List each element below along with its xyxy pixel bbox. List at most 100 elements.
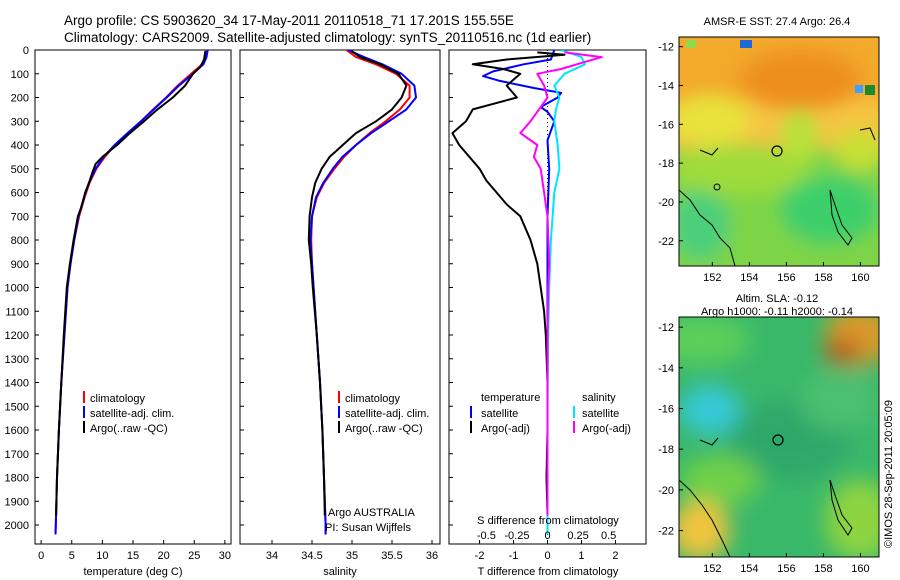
map-x-tick-label: 154 <box>740 563 758 575</box>
map-y-tick-label: -14 <box>658 363 674 375</box>
depth-tick-label: 1800 <box>5 473 29 485</box>
salinity-difference-ticks: -0.5 -0.25 0 0.25 0.5 <box>477 530 616 542</box>
x-tick-label: 10 <box>96 550 108 562</box>
depth-tick-label: 800 <box>11 235 29 247</box>
map-y-tick-label: -20 <box>658 485 674 497</box>
x-tick-label: -1 <box>509 550 519 562</box>
depth-tick-label: 600 <box>11 188 29 200</box>
map-x-tick-label: 160 <box>851 272 869 284</box>
temperature-legend: climatology satellite-adj. clim. Argo(..… <box>83 391 174 435</box>
map-y-tick-label: -12 <box>658 322 674 334</box>
x-tick-label: 35.5 <box>381 550 402 562</box>
sla-heatmap <box>679 317 879 557</box>
s-diff-tick-label: -0.25 <box>504 530 529 542</box>
difference-panel: -2 -1 0 1 2 temperature satellite Argo(-adj)… <box>448 49 647 578</box>
legend-climatology-label: climatology <box>90 393 146 405</box>
depth-tick-label: 1400 <box>5 378 29 390</box>
s-diff-tick-label: 0 <box>544 530 550 542</box>
map-x-tick-label: 160 <box>851 563 869 575</box>
legend-sal-satellite-label: satellite <box>582 408 619 420</box>
map-y-tick-label: -20 <box>658 197 674 209</box>
series-line-temperature-satellite <box>482 50 563 535</box>
legend-temperature-title: temperature <box>481 392 540 404</box>
map-y-tick-label: -22 <box>658 526 674 538</box>
map-x-tick-label: 156 <box>777 272 795 284</box>
credit-label: ©IMOS 28-Sep-2011 20:05:09 <box>883 400 895 548</box>
x-tick-label: 0 <box>38 550 44 562</box>
series-line-argo-raw-qc- <box>55 51 207 516</box>
map-y-tick-label: -18 <box>658 158 674 170</box>
temperature-difference-x-label: T difference from climatology <box>478 566 619 578</box>
difference-y-ticks <box>449 49 453 526</box>
map-y-tick-label: -18 <box>658 444 674 456</box>
header-line-2: Climatology: CARS2009. Satellite-adjuste… <box>64 30 591 45</box>
legend-satellite-label: satellite-adj. clim. <box>90 408 174 420</box>
x-tick-label: 2 <box>612 550 618 562</box>
legend-sal-argo-label: Argo(-adj) <box>582 423 631 435</box>
sla-map-panel: Altim. SLA: -0.12 Argo h1000: -0.11 h200… <box>658 293 880 575</box>
sla-map-title-2: Argo h1000: -0.11 h2000: -0.14 <box>701 306 853 318</box>
difference-series <box>451 50 603 535</box>
depth-tick-label: 100 <box>11 69 29 81</box>
depth-tick-label: 1500 <box>5 401 29 413</box>
depth-tick-label: 1300 <box>5 354 29 366</box>
depth-tick-label: 1000 <box>5 283 29 295</box>
map-x-tick-label: 152 <box>703 272 721 284</box>
s-diff-tick-label: -0.5 <box>477 530 496 542</box>
depth-tick-label: 1700 <box>5 449 29 461</box>
depth-tick-label: 500 <box>11 164 29 176</box>
series-line-temperature-argo-adj- <box>451 51 566 516</box>
temperature-x-label: temperature (deg C) <box>83 566 182 578</box>
map-y-tick-label: -16 <box>658 404 674 416</box>
x-tick-label: 34 <box>266 550 278 562</box>
x-tick-label: 20 <box>158 550 170 562</box>
legend-temp-argo-label: Argo(-adj) <box>481 423 530 435</box>
temperature-x-ticks: 0 5 10 15 20 25 30 <box>38 540 231 562</box>
salinity-series <box>307 50 417 535</box>
series-line-salinity-argo-adj- <box>519 51 603 516</box>
sst-map-ticks: 152 154 156 158 160 -12 -14 -16 -18 -20 -22 <box>658 42 870 284</box>
header-line-1: Argo profile: CS 5903620_34 17-May-2011 … <box>64 13 514 28</box>
map-y-tick-label: -12 <box>658 42 674 54</box>
sst-map-frame <box>678 36 880 267</box>
legend-temp-satellite-label: satellite <box>481 408 518 420</box>
depth-tick-label: 2000 <box>5 520 29 532</box>
temperature-series <box>54 50 209 535</box>
map-y-tick-label: -16 <box>658 119 674 131</box>
s-diff-tick-label: 0.25 <box>567 530 588 542</box>
sla-profile-marker <box>772 434 784 446</box>
salinity-x-ticks: 34 34.5 35 35.5 36 <box>266 540 438 562</box>
x-tick-label: 34.5 <box>301 550 322 562</box>
map-x-tick-label: 152 <box>703 563 721 575</box>
sla-map-ticks: 152 154 156 158 160 -12 -14 -16 -18 -20 -22 <box>658 322 870 575</box>
sst-heatmap <box>679 37 879 266</box>
depth-tick-label: 200 <box>11 93 29 105</box>
legend-salinity-title: salinity <box>582 392 616 404</box>
salinity-panel: 34 34.5 35 35.5 36 climatology satellite-adj… <box>239 49 441 578</box>
sla-map-frame <box>678 316 880 558</box>
map-y-tick-label: -22 <box>658 236 674 248</box>
legend-climatology-label: climatology <box>345 393 401 405</box>
depth-tick-label: 1100 <box>5 306 29 318</box>
x-tick-label: 25 <box>188 550 200 562</box>
salinity-x-label: salinity <box>323 566 357 578</box>
salinity-y-ticks <box>240 49 244 526</box>
argo-country-label: Argo AUSTRALIA <box>328 507 415 519</box>
map-x-tick-label: 158 <box>814 563 832 575</box>
series-line-argo-raw-qc- <box>307 50 408 516</box>
map-x-tick-label: 154 <box>740 272 758 284</box>
map-y-tick-label: -14 <box>658 81 674 93</box>
sst-profile-marker <box>771 145 783 157</box>
difference-legend-temperature: temperature satellite Argo(-adj) <box>470 392 540 435</box>
x-tick-label: 1 <box>578 550 584 562</box>
salinity-axes-frame <box>239 49 441 545</box>
sst-map-panel: AMSR-E SST: 27.4 Argo: 26.4 <box>658 16 880 284</box>
map-x-tick-label: 158 <box>814 272 832 284</box>
temperature-panel: 0100200300400500600700800900100011001200… <box>5 45 232 578</box>
x-tick-label: 15 <box>127 550 139 562</box>
legend-satellite-label: satellite-adj. clim. <box>345 408 429 420</box>
salinity-legend: climatology satellite-adj. clim. Argo(..… <box>338 391 429 435</box>
difference-x-ticks: -2 -1 0 1 2 <box>475 540 618 562</box>
difference-legend-salinity: salinity satellite Argo(-adj) <box>573 392 631 435</box>
x-tick-label: 30 <box>219 550 231 562</box>
